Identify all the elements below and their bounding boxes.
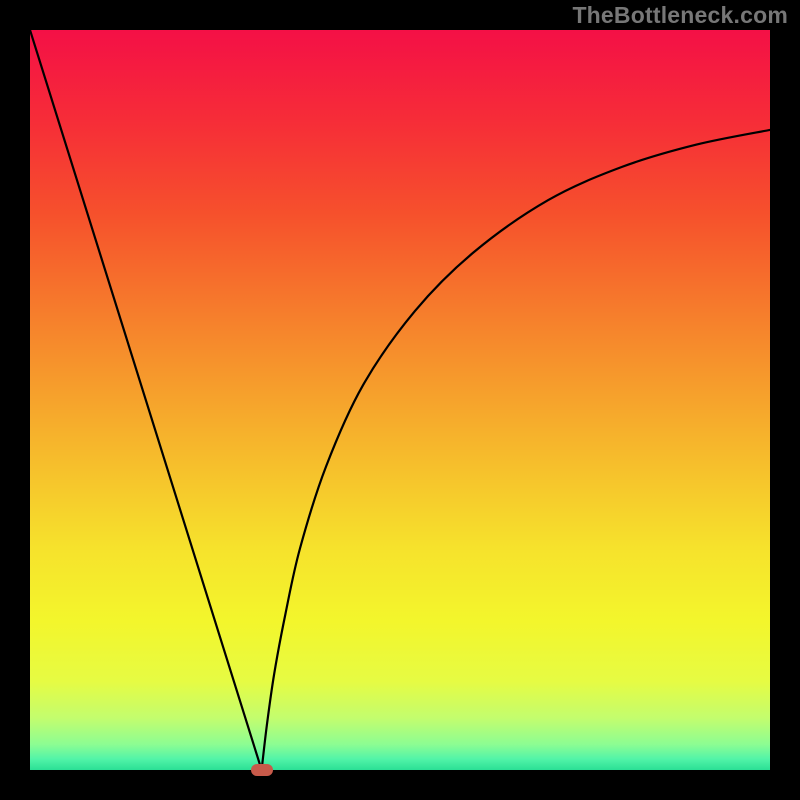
plot-background <box>30 30 770 770</box>
chart-container: TheBottleneck.com <box>0 0 800 800</box>
minimum-marker <box>251 764 273 776</box>
watermark-label: TheBottleneck.com <box>572 2 788 29</box>
bottleneck-plot <box>30 30 770 770</box>
